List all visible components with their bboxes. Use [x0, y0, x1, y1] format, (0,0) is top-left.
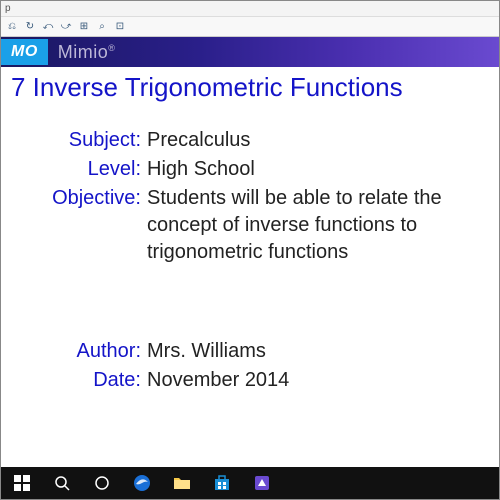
search-button[interactable] — [43, 467, 81, 499]
label-author: Author: — [29, 338, 147, 365]
menubar-label[interactable]: p — [5, 3, 11, 14]
spacer — [11, 268, 489, 338]
store-button[interactable] — [203, 467, 241, 499]
brand-badge: MO — [1, 39, 48, 65]
app-button[interactable] — [243, 467, 281, 499]
row-author: Author: Mrs. Williams — [29, 338, 489, 365]
windows-icon — [14, 475, 30, 491]
label-subject: Subject: — [29, 127, 147, 154]
value-date: November 2014 — [147, 367, 489, 394]
menubar: p — [1, 1, 499, 17]
row-subject: Subject: Precalculus — [29, 127, 489, 154]
search-icon — [54, 475, 70, 491]
toolbar-btn-1[interactable]: ⎌ — [5, 20, 19, 34]
start-button[interactable] — [3, 467, 41, 499]
brand-name-text: Mimio — [58, 42, 109, 62]
brand-bar: MO Mimio® — [1, 37, 499, 67]
folder-icon — [173, 475, 191, 491]
store-icon — [213, 474, 231, 492]
slide-title: 7 Inverse Trigonometric Functions — [11, 73, 489, 103]
cortana-icon — [94, 475, 110, 491]
value-author: Mrs. Williams — [147, 338, 489, 365]
toolbar: ⎌ ↻ ⤺ ⤻ ⊞ ⌕ ⊡ — [1, 17, 499, 37]
app-window: p ⎌ ↻ ⤺ ⤻ ⊞ ⌕ ⊡ MO Mimio® 7 Inverse Trig… — [0, 0, 500, 500]
edge-icon — [133, 474, 151, 492]
file-explorer-button[interactable] — [163, 467, 201, 499]
toolbar-btn-3[interactable]: ⤺ — [41, 20, 55, 34]
taskbar — [1, 467, 499, 499]
value-level: High School — [147, 156, 489, 183]
info-block-1: Subject: Precalculus Level: High School … — [29, 127, 489, 266]
label-date: Date: — [29, 367, 147, 394]
toolbar-btn-7[interactable]: ⊡ — [113, 20, 127, 34]
value-objective: Students will be able to relate the conc… — [147, 185, 489, 266]
info-block-2: Author: Mrs. Williams Date: November 201… — [29, 338, 489, 394]
edge-button[interactable] — [123, 467, 161, 499]
toolbar-btn-4[interactable]: ⤻ — [59, 20, 73, 34]
row-objective: Objective: Students will be able to rela… — [29, 185, 489, 266]
row-level: Level: High School — [29, 156, 489, 183]
row-date: Date: November 2014 — [29, 367, 489, 394]
toolbar-btn-5[interactable]: ⊞ — [77, 20, 91, 34]
app-icon — [253, 474, 271, 492]
brand-registered-icon: ® — [108, 43, 115, 53]
brand-name: Mimio® — [58, 42, 116, 63]
value-subject: Precalculus — [147, 127, 489, 154]
toolbar-btn-6[interactable]: ⌕ — [95, 20, 109, 34]
slide-area: 7 Inverse Trigonometric Functions Subjec… — [1, 67, 499, 467]
label-objective: Objective: — [29, 185, 147, 266]
toolbar-btn-2[interactable]: ↻ — [23, 20, 37, 34]
cortana-button[interactable] — [83, 467, 121, 499]
label-level: Level: — [29, 156, 147, 183]
